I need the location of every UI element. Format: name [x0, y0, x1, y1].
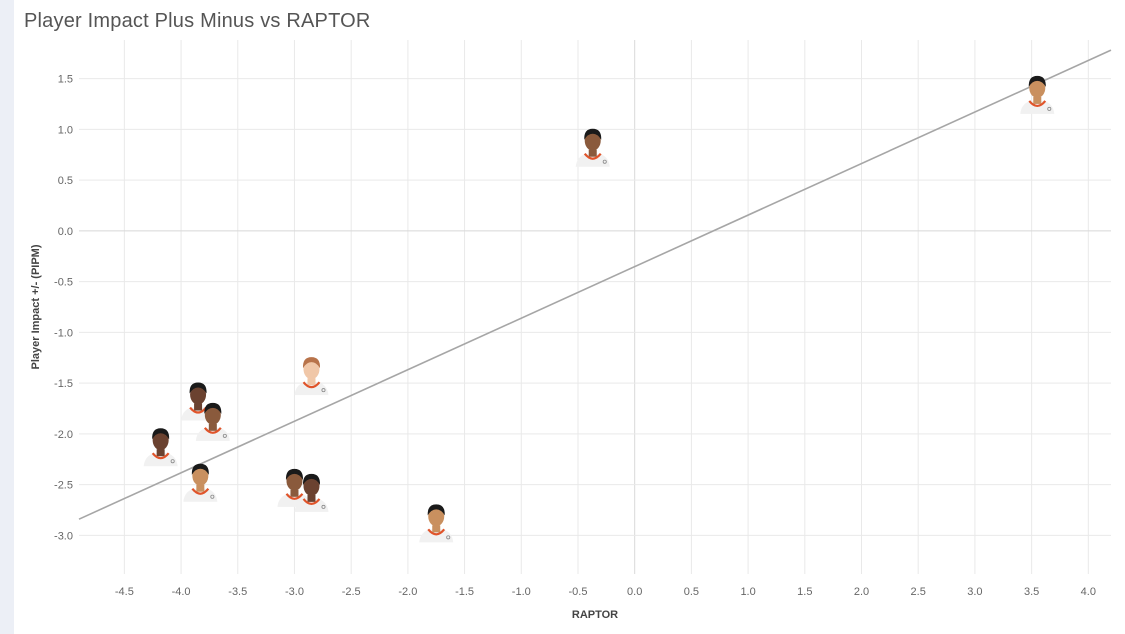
player-headshot-marker [575, 128, 610, 167]
data-points [143, 75, 1055, 543]
x-tick-label: 0.0 [627, 586, 642, 598]
player-headshot-marker [1020, 75, 1055, 114]
x-tick-label: 2.5 [911, 586, 926, 598]
x-tick-label: -2.0 [398, 586, 417, 598]
x-axis-title: RAPTOR [572, 609, 618, 621]
x-tick-label: -4.0 [172, 586, 191, 598]
y-axis-title: Player Impact +/- (PIPM) [30, 244, 42, 369]
x-tick-label: 1.5 [797, 586, 812, 598]
player-headshot-marker [183, 463, 218, 502]
player-headshot-marker [419, 504, 454, 543]
x-tick-label: 4.0 [1081, 586, 1096, 598]
chart-title: Player Impact Plus Minus vs RAPTOR [24, 10, 371, 32]
player-headshot-marker [195, 402, 230, 441]
x-tick-label: -0.5 [569, 586, 588, 598]
y-tick-label: -3.0 [54, 530, 73, 542]
y-tick-label: 0.0 [58, 226, 73, 238]
x-tick-label: 1.0 [740, 586, 755, 598]
x-tick-label: -4.5 [115, 586, 134, 598]
player-headshot-marker [294, 473, 329, 512]
x-tick-label: -3.0 [285, 586, 304, 598]
y-tick-label: 1.0 [58, 124, 73, 136]
x-tick-label: 2.0 [854, 586, 869, 598]
x-tick-label: 0.5 [684, 586, 699, 598]
x-tick-label: 3.0 [967, 586, 982, 598]
axis-ticks: -4.5 -4.0 -3.5 -3.0 -2.5 -2.0 -1.5 -1.0 -0.5 0.0 0… [54, 74, 1096, 598]
x-tick-label: -2.5 [342, 586, 361, 598]
x-tick-label: -1.0 [512, 586, 531, 598]
y-tick-label: -1.5 [54, 378, 73, 390]
y-tick-label: 0.5 [58, 175, 73, 187]
player-headshot-marker [143, 428, 178, 467]
y-tick-label: -2.5 [54, 480, 73, 492]
trend-line [78, 49, 1112, 520]
player-headshot-marker [294, 357, 329, 396]
y-tick-label: -0.5 [54, 277, 73, 289]
y-tick-label: -2.0 [54, 429, 73, 441]
x-tick-label: 3.5 [1024, 586, 1039, 598]
x-tick-label: -3.5 [228, 586, 247, 598]
x-tick-label: -1.5 [455, 586, 474, 598]
left-sidebar-strip [0, 0, 14, 634]
y-tick-label: -1.0 [54, 327, 73, 339]
y-tick-label: 1.5 [58, 74, 73, 86]
